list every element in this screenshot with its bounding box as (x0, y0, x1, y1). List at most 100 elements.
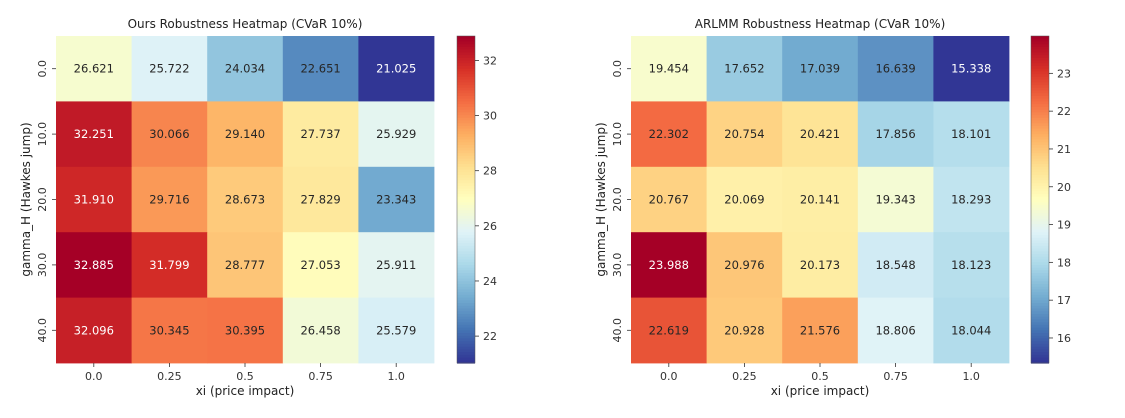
y-tick-label: 40.0 (611, 318, 624, 343)
colorbar-segment (1031, 49, 1049, 53)
colorbar-segment (1031, 218, 1049, 222)
colorbar-segment (1031, 185, 1049, 190)
cell-value-label: 29.140 (225, 127, 265, 141)
colorbar-segment (1031, 346, 1049, 350)
colorbar-segment (1031, 300, 1049, 304)
colorbar-segment (457, 76, 475, 81)
colorbar-segment (457, 79, 475, 83)
colorbar-segment (1031, 177, 1049, 182)
colorbar-segment (457, 327, 475, 331)
colorbar-segment (457, 234, 475, 239)
colorbar-segment (457, 180, 475, 184)
colorbar-segment (457, 224, 475, 228)
cell-value-label: 22.651 (300, 62, 340, 76)
colorbar-segment (457, 109, 475, 113)
colorbar-segment (1031, 139, 1049, 143)
colorbar-segment (1031, 283, 1049, 288)
heatmap-cell (706, 232, 783, 298)
colorbar-segment (1031, 286, 1049, 291)
colorbar-segment (1031, 52, 1049, 56)
colorbar-segment (457, 207, 475, 211)
colorbar-segment (1031, 44, 1049, 48)
colorbar-segment (457, 292, 475, 296)
cell-value-label: 30.395 (225, 323, 265, 337)
colorbar-segment (457, 134, 475, 138)
colorbar-segment (457, 150, 475, 154)
heatmap-cell (131, 36, 208, 102)
colorbar-segment (457, 248, 475, 252)
cell-value-label: 26.621 (74, 62, 114, 76)
heatmap-cell (706, 36, 783, 102)
colorbar-segment (1031, 112, 1049, 116)
colorbar-segment (1031, 155, 1049, 160)
colorbar-segment (457, 68, 475, 73)
colorbar-segment (1031, 120, 1049, 124)
colorbar-segment (1031, 226, 1049, 231)
colorbar-segment (1031, 245, 1049, 250)
colorbar-segment (457, 36, 475, 40)
colorbar-segment (1031, 194, 1049, 198)
colorbar-segment (1031, 136, 1049, 141)
cell-value-label: 18.806 (875, 323, 915, 337)
colorbar-segment (457, 281, 475, 285)
colorbar-segment (1031, 117, 1049, 122)
colorbar-segment (1031, 251, 1049, 255)
cell-value-label: 22.619 (649, 323, 689, 337)
colorbar-segment (457, 305, 475, 310)
heatmap-cell (56, 297, 132, 364)
colorbar-segment (457, 251, 475, 255)
cell-value-label: 24.034 (225, 62, 265, 76)
colorbar-segment (457, 117, 475, 122)
colorbar-segment (1031, 188, 1049, 192)
colorbar-tick-label: 24 (483, 275, 497, 288)
colorbar-segment (457, 303, 475, 307)
colorbar-segment (1031, 82, 1049, 86)
x-tick-label: 0.75 (883, 370, 908, 383)
colorbar-segment (1031, 278, 1049, 282)
colorbar-segment (457, 199, 475, 203)
colorbar-segment (1031, 128, 1049, 132)
y-axis-label: gamma_H (Hawkes jump) (19, 122, 33, 276)
colorbar-segment (1031, 199, 1049, 203)
colorbar-segment (1031, 352, 1049, 356)
cell-value-label: 30.345 (149, 323, 189, 337)
x-tick-label: 0.5 (236, 370, 254, 383)
cell-value-label: 23.343 (376, 193, 416, 207)
colorbar-segment (457, 330, 475, 334)
colorbar-segment (1031, 327, 1049, 331)
colorbar-segment (1031, 106, 1049, 111)
colorbar-segment (457, 256, 475, 261)
colorbar-segment (1031, 297, 1049, 301)
colorbar-segment (1031, 333, 1049, 337)
x-axis-label: xi (price impact) (196, 384, 295, 398)
colorbar-segment (1031, 145, 1049, 149)
colorbar-segment (1031, 254, 1049, 258)
colorbar-tick-label: 21 (1057, 143, 1071, 156)
colorbar-segment (1031, 202, 1049, 206)
colorbar-segment (457, 237, 475, 241)
colorbar-segment (457, 44, 475, 48)
colorbar-segment (457, 52, 475, 56)
colorbar-segment (457, 128, 475, 132)
colorbar-segment (457, 259, 475, 263)
colorbar-tick-label: 16 (1057, 332, 1071, 345)
colorbar-tick-label: 19 (1057, 219, 1071, 232)
cell-value-label: 19.454 (649, 62, 689, 76)
colorbar-segment (457, 57, 475, 62)
colorbar-segment (1031, 324, 1049, 329)
heatmap-cell (358, 297, 435, 364)
x-tick-label: 0.5 (811, 370, 829, 383)
y-tick-label: 10.0 (611, 122, 624, 147)
colorbar-segment (457, 136, 475, 141)
cell-value-label: 16.639 (875, 62, 915, 76)
colorbar-segment (1031, 210, 1049, 214)
colorbar-segment (1031, 36, 1049, 40)
y-tick-label: 20.0 (36, 187, 49, 212)
x-tick-label: 0.25 (732, 370, 757, 383)
x-tick-label: 0.25 (157, 370, 182, 383)
colorbar-segment (457, 311, 475, 315)
heatmap-cell (282, 101, 359, 168)
heatmap-cell (207, 36, 284, 102)
colorbar-tick-label: 26 (483, 220, 497, 233)
